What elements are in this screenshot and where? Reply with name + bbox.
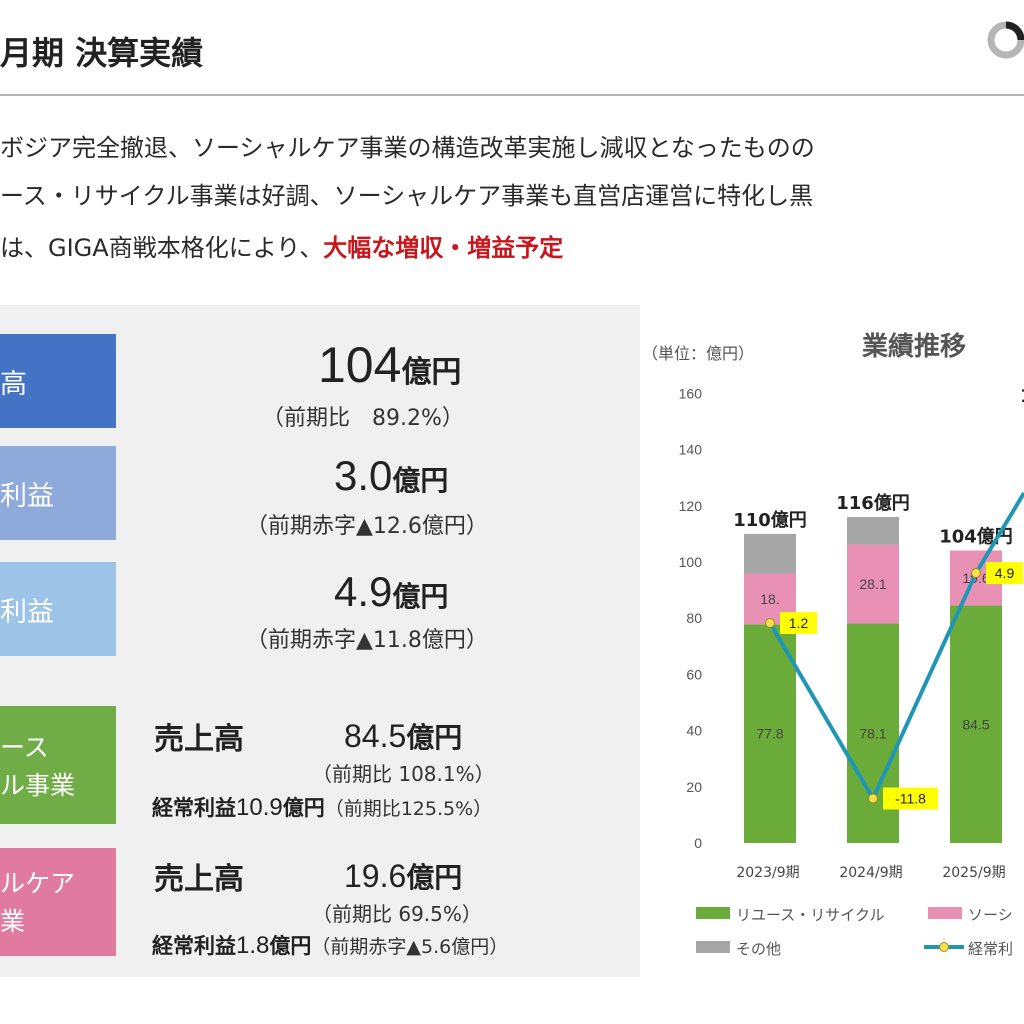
profit-data-label: 4.9 <box>995 565 1015 581</box>
socialcare-profit-label: 経常利益 <box>152 934 236 958</box>
reuse-profit-unit: 億円 <box>282 796 325 820</box>
profit-line-point <box>765 618 775 628</box>
operating-profit-label-box: 利益 <box>0 446 116 540</box>
reuse-sales-unit: 億円 <box>406 721 463 754</box>
sales-unit: 億円 <box>401 355 462 390</box>
bar-value-label: 84.5 <box>962 716 989 732</box>
bar-value-label: 78.1 <box>859 725 886 741</box>
ordinary-profit-label: 利益 <box>0 597 54 628</box>
bar-value-label: 18. <box>760 591 779 607</box>
bar-segment <box>847 517 899 545</box>
bar-total-label: 110億円 <box>733 509 807 531</box>
bar-segment <box>744 533 796 574</box>
legend-label: ソーシ <box>968 906 1013 924</box>
title-divider <box>0 94 1024 96</box>
legend-label: リユース・リサイクル <box>736 906 885 924</box>
reuse-sales-metric: 84.5億円 <box>344 716 462 756</box>
operating-profit-value: 3.0 <box>334 452 393 499</box>
y-tick-label: 100 <box>679 554 703 570</box>
intro-highlight: 大幅な増収・増益予定 <box>323 234 564 262</box>
bar-value-label: 77.8 <box>756 726 783 742</box>
company-logo-icon <box>987 21 1024 59</box>
operating-profit-compare: （前期赤字▲12.6億円） <box>246 514 488 539</box>
profit-label-box <box>883 787 938 810</box>
sales-metric: 104億円 <box>318 336 461 394</box>
ordinary-profit-unit: 億円 <box>392 580 449 613</box>
y-tick-label: 120 <box>679 498 703 514</box>
legend-swatch <box>928 907 962 919</box>
partial-total-label: 1 <box>1020 386 1024 407</box>
profit-line <box>768 492 1024 803</box>
profit-label-box <box>780 612 817 634</box>
y-tick-label: 140 <box>679 442 703 458</box>
socialcare-profit-compare: （前期赤字▲5.6億円） <box>311 936 509 958</box>
socialcare-profit-row: 経常利益1.8億円（前期赤字▲5.6億円） <box>152 930 508 960</box>
reuse-label-line-2: ル事業 <box>0 771 76 800</box>
profit-data-label: -11.8 <box>895 791 926 807</box>
legend-swatch <box>696 907 730 919</box>
sales-value: 104 <box>318 337 402 393</box>
socialcare-sales-value: 19.6 <box>344 858 407 894</box>
operating-profit-metric: 3.0億円 <box>334 452 448 500</box>
ordinary-profit-compare: （前期赤字▲11.8億円） <box>246 628 488 653</box>
socialcare-label-line-1: ルケア <box>0 869 76 898</box>
ordinary-profit-label-box: 利益 <box>0 562 116 656</box>
y-tick-label: 160 <box>679 385 703 401</box>
operating-profit-label: 利益 <box>0 481 54 512</box>
socialcare-label-line-2: 業 <box>0 907 26 936</box>
socialcare-profit-value: 1.8 <box>236 932 270 959</box>
chart-title: 業績推移 <box>862 332 967 362</box>
socialcare-sales-compare: （前期比 69.5%） <box>312 902 482 926</box>
bar-segment <box>950 605 1002 843</box>
reuse-profit-label: 経常利益 <box>152 796 236 820</box>
socialcare-sales-unit: 億円 <box>406 861 463 894</box>
y-tick-label: 20 <box>686 779 702 795</box>
socialcare-segment-label-box: ルケア 業 <box>0 848 116 956</box>
y-tick-label: 40 <box>686 723 702 739</box>
operating-profit-unit: 億円 <box>392 464 449 497</box>
reuse-profit-value: 10.9 <box>236 794 283 821</box>
socialcare-profit-unit: 億円 <box>269 934 312 958</box>
sales-label: 高 <box>0 369 27 400</box>
y-tick-label: 80 <box>686 610 702 626</box>
profit-label-box <box>986 562 1023 585</box>
y-tick-label: 60 <box>686 666 702 682</box>
intro-line-3: は、GIGA商戦本格化により、大幅な増収・増益予定 <box>0 228 563 263</box>
ordinary-profit-metric: 4.9億円 <box>334 568 448 616</box>
bar-segment <box>744 624 796 843</box>
legend-swatch <box>696 941 730 953</box>
intro-line-3-text: は、GIGA商戦本格化により、 <box>0 234 324 262</box>
x-tick-label: 2023/9期 <box>736 865 799 881</box>
reuse-sales-value: 84.5 <box>344 718 407 754</box>
sales-label-box: 高 <box>0 334 116 428</box>
chart-unit-note: （単位：億円） <box>642 344 755 363</box>
profit-line-point <box>971 568 981 579</box>
reuse-profit-compare: （前期比125.5%） <box>324 798 493 820</box>
y-tick-label: 0 <box>694 835 702 851</box>
sales-compare: （前期比 89.2%） <box>262 406 464 431</box>
profit-data-label: 1.2 <box>789 615 809 631</box>
intro-line-1: ボジア完全撤退、ソーシャルケア事業の構造改革実施し減収となったものの <box>0 134 815 162</box>
legend-label: その他 <box>736 940 781 958</box>
ordinary-profit-value: 4.9 <box>334 568 393 615</box>
profit-line-point <box>868 793 878 804</box>
x-tick-label: 2025/9期 <box>942 865 1005 881</box>
reuse-label-line-1: ース <box>0 733 49 762</box>
x-tick-label: 2024/9期 <box>839 865 902 881</box>
legend-label: 経常利 <box>968 940 1013 958</box>
intro-line-2: ース・リサイクル事業は好調、ソーシャルケア事業も直営店運営に特化し黒 <box>0 182 814 210</box>
legend-line-marker <box>939 942 949 952</box>
reuse-sales-label: 売上高 <box>154 722 244 757</box>
socialcare-sales-metric: 19.6億円 <box>344 856 462 896</box>
reuse-segment-label-box: ース ル事業 <box>0 706 116 824</box>
reuse-profit-row: 経常利益10.9億円（前期比125.5%） <box>152 792 492 822</box>
bar-segment <box>847 544 899 624</box>
bar-total-label: 116億円 <box>836 492 910 514</box>
reuse-sales-compare: （前期比 108.1%） <box>312 762 495 786</box>
page-title: 月期 決算実績 <box>0 34 204 72</box>
bar-value-label: 28.1 <box>859 576 886 592</box>
socialcare-sales-label: 売上高 <box>154 862 244 897</box>
performance-chart: 0 20 40 60 80 100 120 140 160 77.8 18. 110億円 2023/9期… <box>679 385 1024 958</box>
